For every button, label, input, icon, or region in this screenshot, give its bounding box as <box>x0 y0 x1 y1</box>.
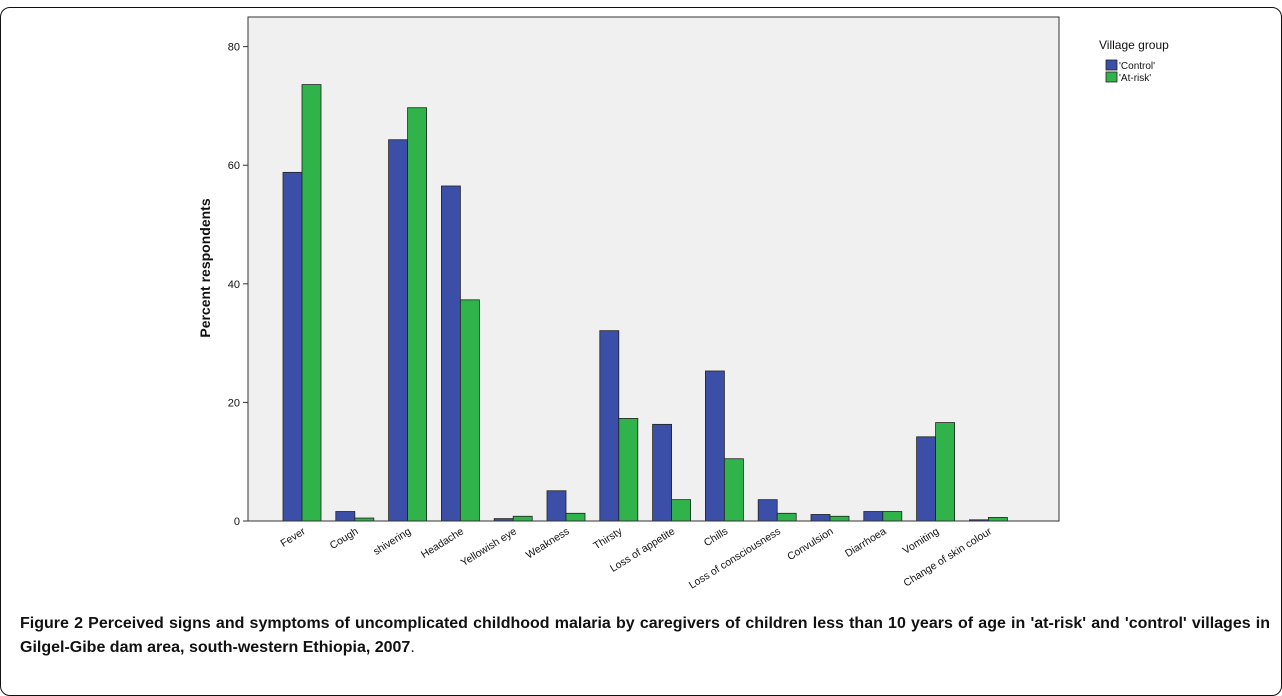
y-tick-label: 80 <box>228 42 240 54</box>
bar-control <box>810 514 831 522</box>
x-tick-label: Change of skin colour <box>902 525 995 589</box>
bar-at-risk <box>301 84 322 522</box>
bar-at-risk <box>882 511 903 522</box>
legend-swatch-control <box>1105 59 1118 71</box>
y-axis-label: Percent respondents <box>197 198 213 337</box>
x-tick-label: Fever <box>278 525 308 550</box>
x-tick-label: Thirsty <box>591 525 625 552</box>
bar-chart: 0 20 40 60 80 Fever Cough shivering HeadacheYel… <box>197 16 1169 592</box>
bar-control <box>440 185 461 522</box>
bars-group <box>282 84 1008 522</box>
bar-at-risk <box>407 107 428 522</box>
x-tick-label: shivering <box>371 525 413 558</box>
y-tick-label: 60 <box>228 160 240 172</box>
bar-control <box>863 511 884 522</box>
bar-control <box>335 511 356 522</box>
x-tick-label: Weakness <box>524 525 572 561</box>
x-tick-label: Convulsion <box>785 525 836 563</box>
bar-control <box>599 330 620 522</box>
figure-label: Figure 2 <box>20 615 83 632</box>
y-tick-label: 20 <box>228 397 240 409</box>
bar-control <box>546 490 567 522</box>
x-tick-label: Chills <box>702 525 730 549</box>
bar-control <box>282 171 303 522</box>
x-tick-label: Diarrhoea <box>843 525 889 560</box>
legend-label-at-risk: 'At-risk' <box>1119 73 1151 84</box>
legend-swatch-at-risk <box>1105 71 1118 83</box>
bar-control <box>757 499 778 522</box>
x-tick-label: Vomiting <box>901 525 942 557</box>
x-tick-label: Headache <box>419 525 466 561</box>
bar-control <box>652 423 672 522</box>
legend-label-control: 'Control' <box>1119 61 1155 72</box>
figure-caption-end: . <box>410 639 415 656</box>
bar-at-risk <box>776 512 797 522</box>
bar-at-risk <box>671 499 691 522</box>
bar-control <box>916 436 936 522</box>
x-tick-label: Cough <box>328 525 361 552</box>
legend-title: Village group <box>1099 38 1169 52</box>
bar-control <box>388 139 409 522</box>
bar-at-risk <box>988 517 1008 522</box>
legend: Village group 'Control' 'At-risk' <box>1099 38 1169 84</box>
bar-control <box>705 370 725 522</box>
y-tick-label: 40 <box>228 279 240 291</box>
bar-at-risk <box>512 515 533 522</box>
y-tick-label: 0 <box>234 516 240 528</box>
x-tick-label: Yellowish eye <box>459 525 519 569</box>
bar-at-risk <box>829 515 850 522</box>
figure-caption-text: Perceived signs and symptoms of uncompli… <box>20 615 1271 656</box>
bar-at-risk <box>618 418 639 522</box>
bar-at-risk <box>459 299 480 522</box>
bar-at-risk <box>935 422 955 522</box>
figure-caption: Figure 2 Perceived signs and symptoms of… <box>20 612 1270 660</box>
y-axis: 0 20 40 60 80 <box>228 17 249 528</box>
bar-at-risk <box>724 458 744 522</box>
bar-at-risk <box>565 512 586 522</box>
x-tick-label: Loss of consciousness <box>687 525 783 591</box>
